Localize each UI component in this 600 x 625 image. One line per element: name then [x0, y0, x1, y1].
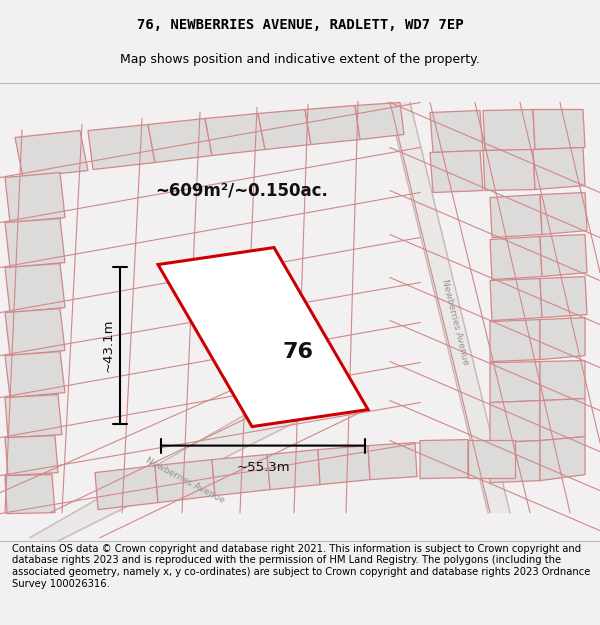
Text: ~43.1m: ~43.1m [102, 319, 115, 372]
Text: 76, NEWBERRIES AVENUE, RADLETT, WD7 7EP: 76, NEWBERRIES AVENUE, RADLETT, WD7 7EP [137, 18, 463, 32]
Polygon shape [258, 109, 311, 149]
Polygon shape [368, 442, 417, 479]
Text: ~609m²/~0.150ac.: ~609m²/~0.150ac. [155, 181, 328, 199]
Polygon shape [533, 109, 585, 149]
Polygon shape [305, 106, 360, 144]
Polygon shape [490, 319, 540, 362]
Polygon shape [483, 109, 535, 151]
Polygon shape [420, 439, 468, 479]
Polygon shape [355, 102, 404, 139]
Polygon shape [5, 474, 55, 514]
Polygon shape [318, 446, 370, 484]
Polygon shape [430, 151, 483, 192]
Polygon shape [158, 248, 368, 427]
Text: Newberries Avenue: Newberries Avenue [144, 456, 226, 505]
Text: Map shows position and indicative extent of the property.: Map shows position and indicative extent… [120, 53, 480, 66]
Polygon shape [5, 352, 65, 398]
Polygon shape [540, 234, 587, 276]
Polygon shape [5, 219, 65, 268]
Polygon shape [30, 378, 335, 542]
Polygon shape [540, 361, 585, 401]
Polygon shape [483, 149, 535, 191]
Text: ~55.3m: ~55.3m [236, 461, 290, 474]
Polygon shape [533, 148, 585, 189]
Polygon shape [540, 399, 585, 441]
Polygon shape [490, 401, 540, 442]
Polygon shape [490, 362, 540, 403]
Text: 76: 76 [283, 342, 314, 362]
Polygon shape [5, 394, 62, 438]
Polygon shape [540, 318, 585, 359]
Polygon shape [205, 114, 265, 156]
Polygon shape [490, 279, 542, 321]
Polygon shape [490, 194, 542, 238]
Polygon shape [540, 276, 587, 318]
Polygon shape [468, 439, 515, 478]
Polygon shape [540, 437, 585, 481]
Polygon shape [88, 124, 155, 169]
Polygon shape [490, 236, 542, 279]
Polygon shape [388, 102, 510, 512]
Polygon shape [490, 441, 540, 483]
Polygon shape [148, 119, 212, 162]
Polygon shape [155, 459, 215, 503]
Text: Contains OS data © Crown copyright and database right 2021. This information is : Contains OS data © Crown copyright and d… [12, 544, 590, 589]
Polygon shape [95, 466, 158, 509]
Polygon shape [212, 454, 270, 496]
Polygon shape [5, 309, 65, 356]
Text: Newberries Avenue: Newberries Avenue [440, 279, 470, 366]
Polygon shape [430, 111, 483, 152]
Polygon shape [15, 131, 88, 178]
Polygon shape [267, 449, 320, 489]
Polygon shape [5, 264, 65, 312]
Polygon shape [5, 173, 65, 222]
Polygon shape [5, 436, 58, 476]
Polygon shape [540, 192, 587, 234]
